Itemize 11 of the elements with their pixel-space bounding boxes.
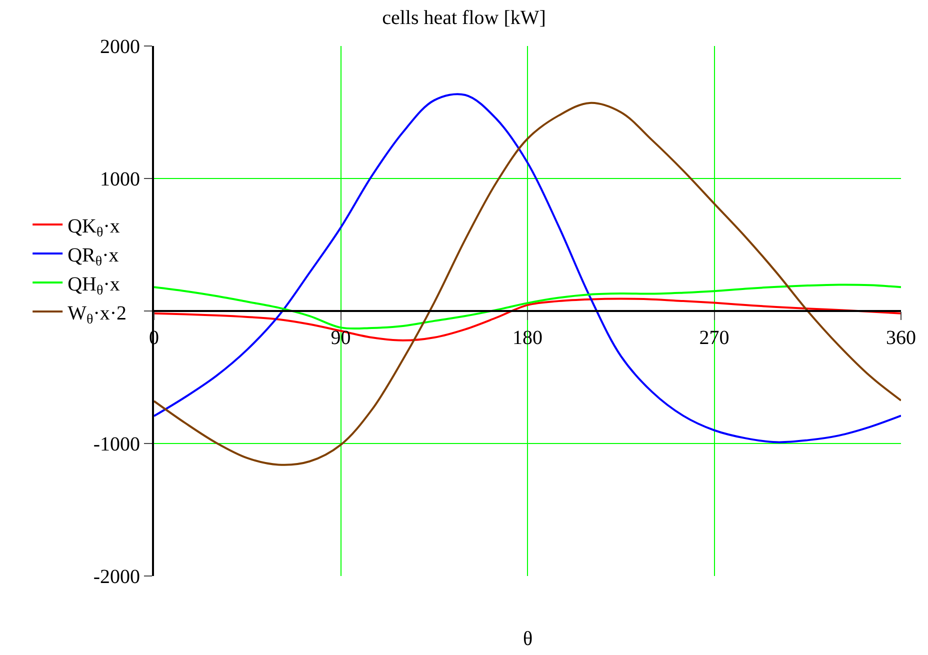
legend-label: QH$_{θ}$·x: [68, 273, 120, 298]
y-tick-label: -2000: [93, 566, 140, 588]
x-axis-title: θ: [523, 628, 533, 650]
x-tick-label: 360: [886, 327, 916, 349]
y-tick-label: -1000: [93, 434, 140, 456]
legend-label: QK$_{θ}$·x: [68, 215, 120, 240]
legend-label: QR$_{θ}$·x: [68, 244, 119, 270]
chart-title: cells heat flow [kW]: [382, 6, 546, 29]
y-tick-label: 2000: [100, 36, 140, 58]
y-tick-label: 1000: [100, 168, 140, 190]
legend-label: W$_{θ}$·x·2: [68, 302, 127, 328]
